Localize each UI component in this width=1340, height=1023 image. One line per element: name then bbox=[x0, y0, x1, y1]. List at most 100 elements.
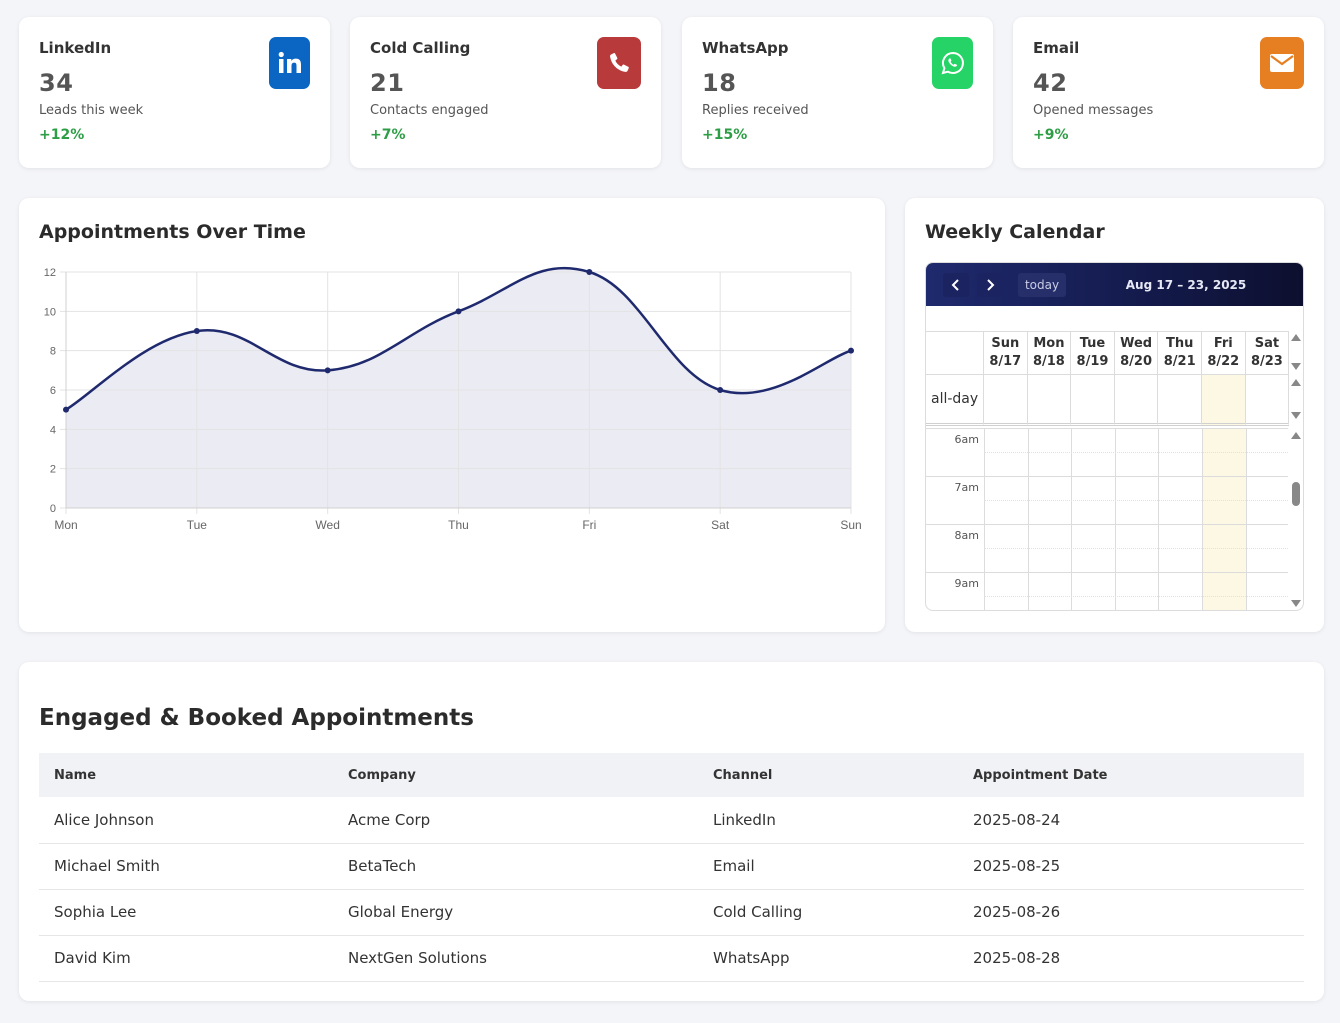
day-name: Sun bbox=[991, 336, 1020, 351]
calendar-date-range: Aug 17 – 23, 2025 bbox=[1125, 277, 1247, 292]
day-column[interactable] bbox=[984, 428, 1028, 610]
time-slot[interactable]: 8am bbox=[926, 524, 1288, 548]
y-tick-label: 0 bbox=[50, 503, 56, 515]
column-header-company[interactable]: Company bbox=[333, 753, 698, 797]
table-row[interactable]: David Kim NextGen Solutions WhatsApp 202… bbox=[39, 935, 1304, 982]
table-row[interactable]: Alice Johnson Acme Corp LinkedIn 2025-08… bbox=[39, 797, 1304, 844]
allday-cell[interactable] bbox=[1245, 375, 1290, 426]
stat-value: 42 bbox=[1033, 69, 1068, 97]
x-tick-label: Sat bbox=[711, 518, 730, 532]
calendar-toolbar: today Aug 17 – 23, 2025 bbox=[926, 263, 1303, 306]
day-date: 8/22 bbox=[1207, 354, 1240, 369]
x-tick-label: Mon bbox=[54, 518, 77, 532]
x-tick-label: Thu bbox=[448, 518, 469, 532]
stat-subtitle: Replies received bbox=[702, 103, 809, 118]
x-tick-label: Fri bbox=[582, 518, 596, 532]
day-date: 8/17 bbox=[989, 354, 1022, 369]
body-scrollbar-thumb[interactable] bbox=[1292, 482, 1300, 506]
stat-value: 34 bbox=[39, 69, 74, 97]
cell-channel: Email bbox=[698, 843, 958, 890]
day-column[interactable] bbox=[1245, 428, 1290, 610]
cell-name: Alice Johnson bbox=[39, 797, 333, 844]
y-tick-label: 10 bbox=[44, 306, 56, 318]
stat-change: +7% bbox=[370, 127, 406, 143]
cell-company: BetaTech bbox=[333, 843, 698, 890]
data-point bbox=[586, 269, 593, 275]
column-header-name[interactable]: Name bbox=[39, 753, 333, 797]
allday-label: all-day bbox=[931, 391, 979, 407]
day-name: Thu bbox=[1165, 336, 1194, 351]
cell-company: NextGen Solutions bbox=[333, 935, 698, 982]
day-name: Tue bbox=[1079, 336, 1106, 351]
y-tick-label: 6 bbox=[50, 385, 56, 397]
allday-cell[interactable] bbox=[1027, 375, 1072, 426]
linkedin-icon bbox=[269, 37, 310, 89]
day-column[interactable] bbox=[1158, 428, 1202, 610]
appointments-table-card: Engaged & Booked Appointments Name Compa… bbox=[19, 662, 1324, 1001]
day-column[interactable] bbox=[1202, 428, 1246, 610]
today-button[interactable]: today bbox=[1018, 273, 1066, 297]
cell-channel: LinkedIn bbox=[698, 797, 958, 844]
table-row[interactable]: Michael Smith BetaTech Email 2025-08-25 bbox=[39, 843, 1304, 890]
day-date: 8/23 bbox=[1250, 354, 1283, 369]
column-header-channel[interactable]: Channel bbox=[698, 753, 958, 797]
cell-channel: Cold Calling bbox=[698, 889, 958, 936]
stat-card-cold-calling: Cold Calling 21 Contacts engaged +7% bbox=[350, 17, 661, 168]
allday-scroll-down-arrow[interactable] bbox=[1291, 412, 1301, 419]
day-header-sun: Sun 8/17 bbox=[984, 331, 1028, 375]
day-column[interactable] bbox=[1071, 428, 1115, 610]
allday-cell[interactable] bbox=[1114, 375, 1159, 426]
allday-scroll-up-arrow[interactable] bbox=[1291, 379, 1301, 386]
calendar-time-grid[interactable]: 6am 7am 8am 9am bbox=[926, 428, 1303, 610]
allday-cell[interactable] bbox=[984, 375, 1028, 426]
column-header-appointment-date[interactable]: Appointment Date bbox=[958, 753, 1304, 797]
table-row[interactable]: Sophia Lee Global Energy Cold Calling 20… bbox=[39, 889, 1304, 936]
chevron-right-icon bbox=[987, 279, 995, 291]
calendar-title: Weekly Calendar bbox=[925, 221, 1105, 243]
x-tick-label: Sun bbox=[840, 518, 861, 532]
half-hour-slot[interactable] bbox=[984, 596, 1288, 610]
day-header-tue: Tue 8/19 bbox=[1071, 331, 1115, 375]
half-hour-slot[interactable] bbox=[984, 500, 1288, 524]
data-point bbox=[455, 308, 462, 315]
time-slot[interactable]: 9am bbox=[926, 572, 1288, 596]
day-header-wed: Wed 8/20 bbox=[1114, 331, 1159, 375]
stat-subtitle: Leads this week bbox=[39, 103, 144, 118]
time-slot[interactable]: 7am bbox=[926, 476, 1288, 500]
allday-cell[interactable] bbox=[1071, 375, 1115, 426]
cell-name: Sophia Lee bbox=[39, 889, 333, 936]
envelope-icon bbox=[1260, 37, 1304, 89]
cell-date: 2025-08-25 bbox=[958, 843, 1304, 890]
day-name: Fri bbox=[1213, 336, 1233, 351]
allday-label-cell: all-day bbox=[926, 375, 984, 426]
day-column[interactable] bbox=[1027, 428, 1072, 610]
stat-title: WhatsApp bbox=[702, 39, 789, 57]
day-name: Mon bbox=[1033, 336, 1065, 351]
calendar-grid: Sun 8/17 Mon 8/18 Tue 8/19 Wed 8/20 Thu 8/21 Fri 8/… bbox=[926, 331, 1303, 610]
stat-change: +9% bbox=[1033, 127, 1069, 143]
stat-subtitle: Opened messages bbox=[1033, 103, 1154, 118]
day-column[interactable] bbox=[1114, 428, 1159, 610]
next-week-button[interactable] bbox=[977, 273, 1003, 297]
stat-title: LinkedIn bbox=[39, 39, 112, 57]
body-scroll-down-arrow[interactable] bbox=[1291, 600, 1301, 607]
allday-cell[interactable] bbox=[1158, 375, 1202, 426]
half-hour-slot[interactable] bbox=[984, 548, 1288, 572]
stat-card-whatsapp: WhatsApp 18 Replies received +15% bbox=[682, 17, 993, 168]
stat-card-linkedin: LinkedIn 34 Leads this week +12% bbox=[19, 17, 330, 168]
stat-subtitle: Contacts engaged bbox=[370, 103, 489, 118]
day-header-fri: Fri 8/22 bbox=[1202, 331, 1246, 375]
allday-cell[interactable] bbox=[1202, 375, 1246, 426]
day-header-sat: Sat 8/23 bbox=[1245, 331, 1290, 375]
header-scroll-up-arrow[interactable] bbox=[1291, 334, 1301, 341]
prev-week-button[interactable] bbox=[943, 273, 969, 297]
day-date: 8/21 bbox=[1163, 354, 1196, 369]
cell-date: 2025-08-28 bbox=[958, 935, 1304, 982]
body-scroll-up-arrow[interactable] bbox=[1291, 432, 1301, 439]
header-scroll-down-arrow[interactable] bbox=[1291, 363, 1301, 370]
time-slot[interactable]: 6am bbox=[926, 428, 1288, 452]
stat-value: 18 bbox=[702, 69, 737, 97]
table-title: Engaged & Booked Appointments bbox=[39, 705, 474, 731]
half-hour-slot[interactable] bbox=[984, 452, 1288, 476]
weekly-calendar: today Aug 17 – 23, 2025 Sun 8/17 Mon 8/18 Tu… bbox=[925, 262, 1304, 611]
